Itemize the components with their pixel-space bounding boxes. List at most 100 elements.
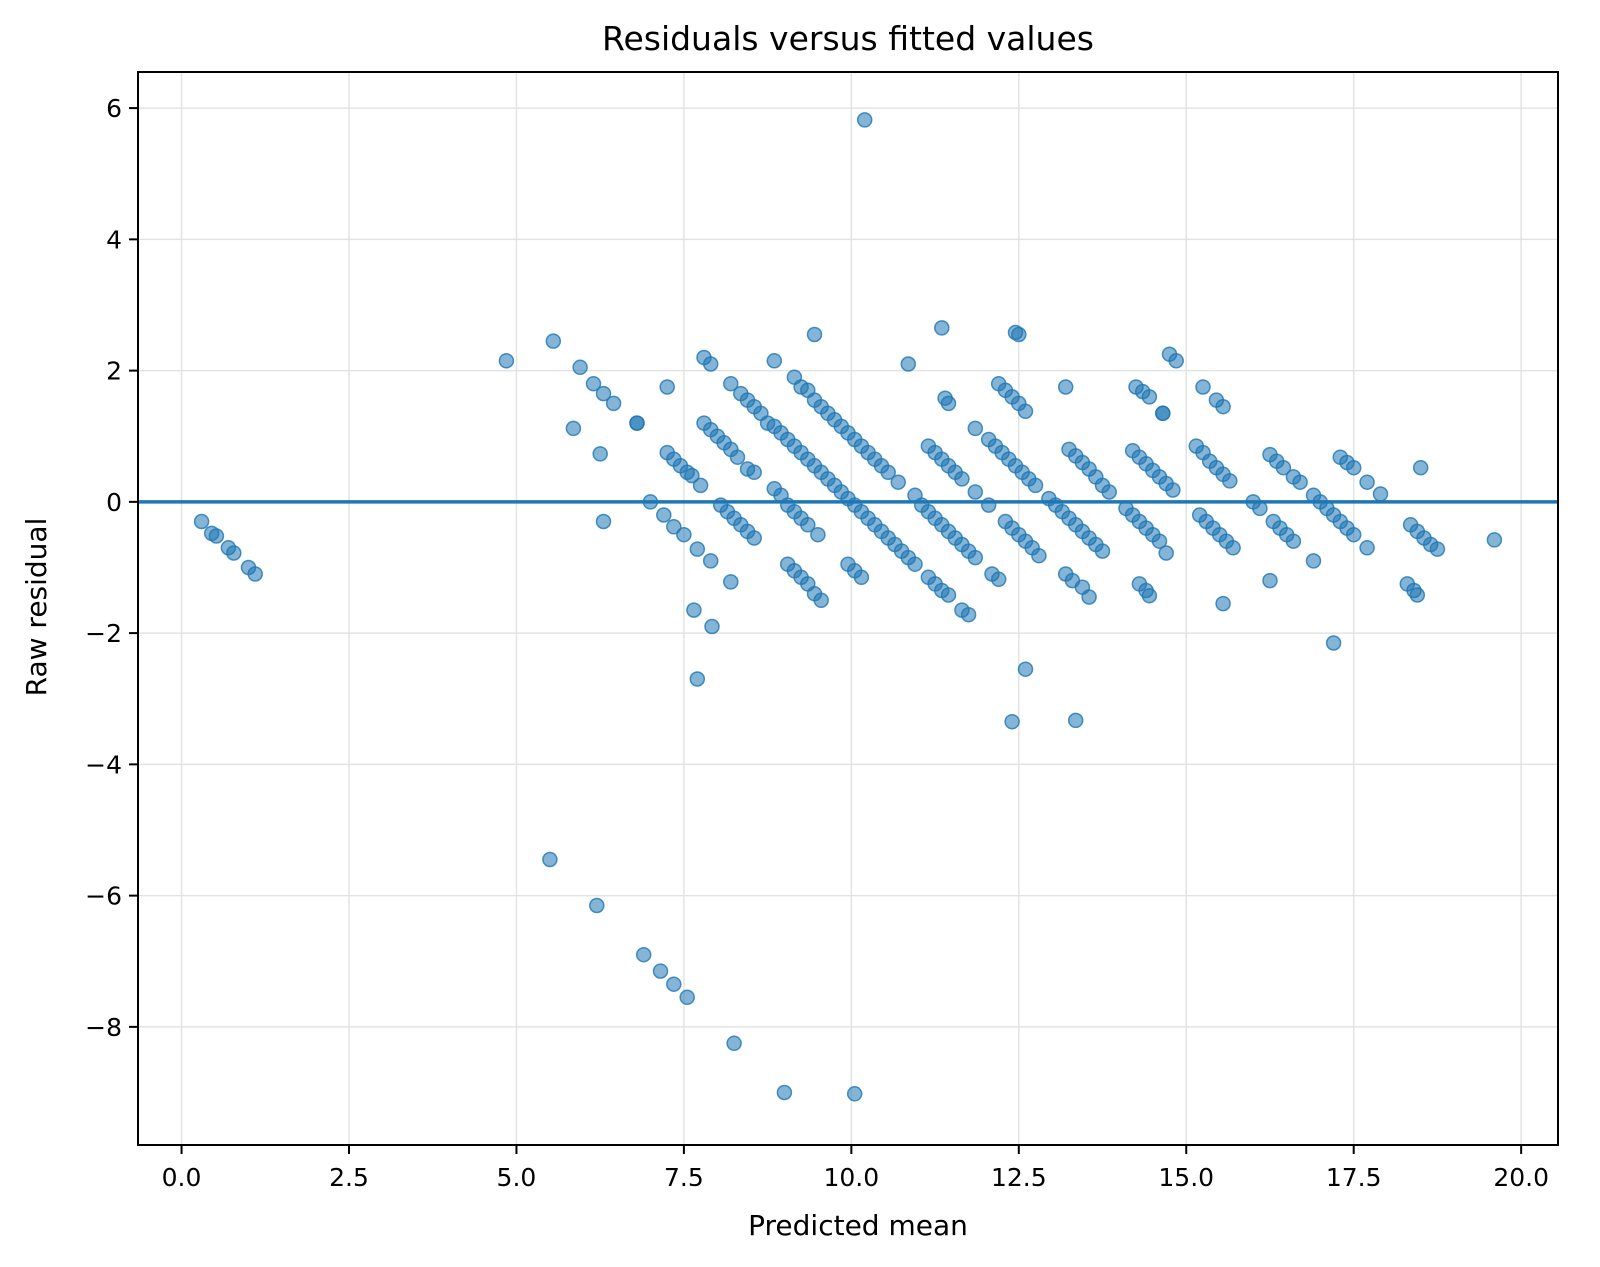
x-tick-label: 12.5 <box>991 1163 1047 1192</box>
data-point <box>1292 474 1308 490</box>
data-point <box>1215 398 1231 415</box>
y-tick-label: −6 <box>85 882 122 911</box>
data-point <box>208 528 225 544</box>
y-tick-label: 6 <box>106 94 122 123</box>
data-point <box>967 549 984 566</box>
data-point <box>726 1035 742 1052</box>
data-point <box>686 602 702 618</box>
data-point <box>656 507 672 523</box>
data-point <box>1057 379 1074 395</box>
x-tick-label: 17.5 <box>1326 1163 1382 1192</box>
data-point <box>890 474 906 490</box>
data-points <box>193 112 1503 1102</box>
data-point <box>595 513 612 530</box>
data-point <box>1165 482 1181 498</box>
data-point <box>684 467 700 484</box>
data-point <box>592 446 608 462</box>
data-point <box>666 519 682 535</box>
data-point <box>990 571 1007 588</box>
x-axis: 0.0 2.5 5.0 7.5 10.0 12.5 15.0 17.5 20.0 <box>162 1145 1549 1192</box>
data-point <box>1325 635 1342 651</box>
data-point <box>605 395 622 412</box>
x-tick-label: 7.5 <box>664 1163 704 1192</box>
data-point <box>1027 477 1044 494</box>
data-point <box>1151 533 1168 549</box>
data-point <box>565 420 582 437</box>
data-point <box>729 449 746 465</box>
data-point <box>1195 379 1211 395</box>
grid <box>138 72 1558 1145</box>
data-point <box>642 494 659 510</box>
data-point <box>746 530 762 546</box>
data-point <box>666 976 682 992</box>
data-point <box>1094 543 1111 559</box>
data-point <box>1011 326 1027 343</box>
data-point <box>704 618 720 635</box>
data-point <box>1305 553 1322 569</box>
x-tick-label: 10.0 <box>824 1163 880 1192</box>
data-point <box>652 963 669 979</box>
data-point <box>723 375 739 392</box>
data-point <box>1252 500 1268 517</box>
data-point <box>954 471 970 487</box>
data-point <box>1141 587 1158 604</box>
data-point <box>853 569 870 586</box>
data-point <box>1409 587 1426 603</box>
data-point <box>676 526 692 543</box>
chart-title: Residuals versus fitted values <box>602 19 1094 58</box>
y-tick-label: 2 <box>106 357 122 386</box>
data-point <box>1141 389 1158 405</box>
x-tick-label: 15.0 <box>1158 1163 1214 1192</box>
data-point <box>585 375 602 392</box>
data-point <box>1155 405 1171 422</box>
data-point <box>193 513 210 530</box>
data-point <box>498 353 515 369</box>
data-point <box>247 566 263 582</box>
data-point <box>846 1086 863 1102</box>
y-axis: 6 4 2 0 −2 −4 −6 −8 <box>85 94 138 1042</box>
y-axis-label: Raw residual <box>20 518 53 697</box>
data-point <box>629 415 645 431</box>
data-point <box>723 574 739 590</box>
data-point <box>1275 459 1292 476</box>
data-point <box>692 477 709 494</box>
data-point <box>1412 459 1429 476</box>
x-tick-label: 0.0 <box>162 1163 202 1192</box>
data-point <box>702 356 719 372</box>
data-point <box>1017 661 1034 677</box>
data-point <box>1486 532 1503 548</box>
data-point <box>880 464 896 481</box>
data-point <box>1215 595 1231 612</box>
data-point <box>545 333 562 349</box>
y-tick-label: −8 <box>85 1013 122 1042</box>
data-point <box>967 484 984 500</box>
data-point <box>589 897 605 914</box>
data-point <box>1429 541 1446 557</box>
data-point <box>1359 474 1375 490</box>
data-point <box>1081 589 1097 605</box>
data-point <box>1168 353 1184 369</box>
data-point <box>702 553 719 569</box>
x-axis-label: Predicted mean <box>748 1209 968 1242</box>
data-point <box>856 112 873 128</box>
y-tick-label: −4 <box>85 750 122 779</box>
data-point <box>934 320 950 336</box>
data-point <box>1067 712 1084 729</box>
data-point <box>1345 526 1362 543</box>
data-point <box>806 326 823 343</box>
data-point <box>800 517 816 533</box>
data-point <box>1158 545 1174 561</box>
data-point <box>689 541 706 557</box>
data-point <box>810 526 826 543</box>
data-point <box>980 497 997 513</box>
data-point <box>746 464 762 481</box>
data-point <box>595 385 612 402</box>
data-point <box>1017 403 1034 420</box>
x-tick-label: 20.0 <box>1493 1163 1549 1192</box>
y-tick-label: 0 <box>106 488 122 517</box>
y-tick-label: −2 <box>85 619 122 648</box>
data-point <box>1101 484 1117 500</box>
data-point <box>900 356 917 372</box>
data-point <box>1225 540 1241 556</box>
